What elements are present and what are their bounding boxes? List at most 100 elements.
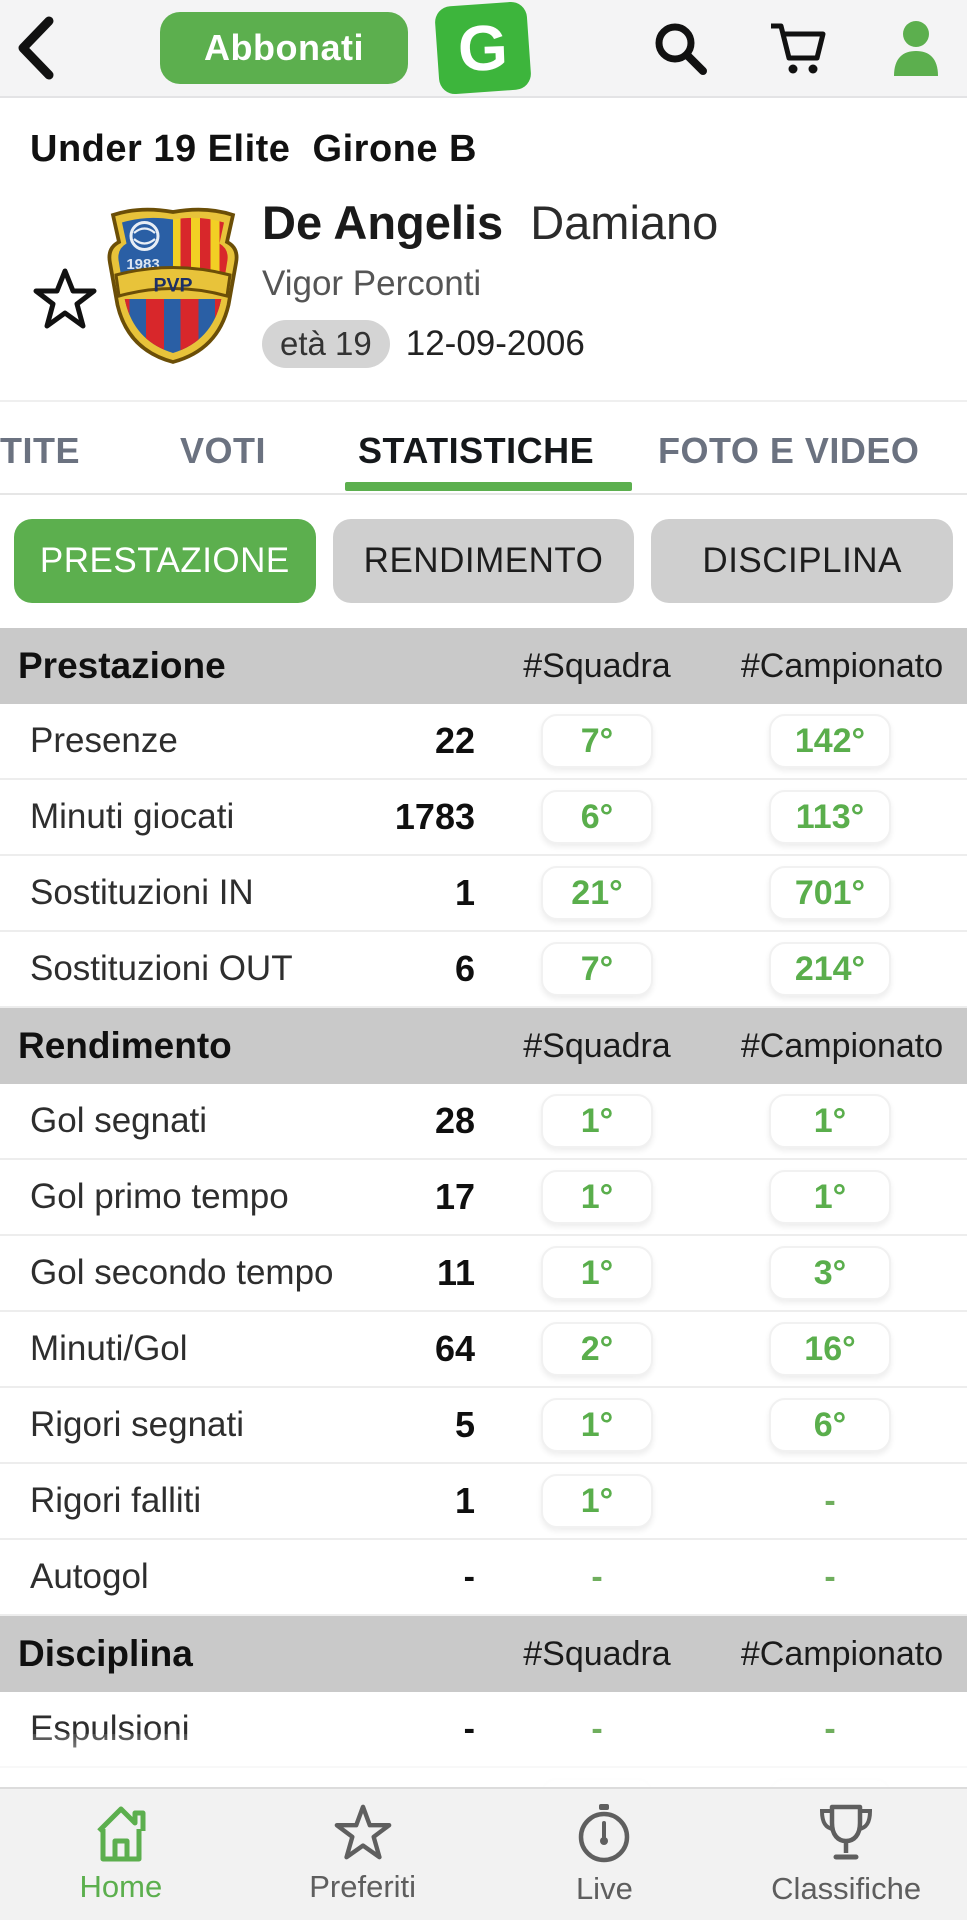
league-rank-pill: 142°	[769, 714, 891, 768]
column-header-campionato: #Campionato	[740, 1634, 944, 1673]
league-rank-cell: -	[769, 1692, 891, 1766]
segment-rendimento[interactable]: RENDIMENTO	[332, 519, 635, 603]
league-rank-cell: 214°	[769, 932, 891, 1006]
stat-row: Autogol - - -	[0, 1540, 967, 1616]
stat-label: Sostituzioni OUT	[30, 949, 293, 988]
league-rank-cell: 142°	[769, 704, 891, 778]
bottom-nav: Home Preferiti Live Classific	[0, 1787, 967, 1920]
column-header-squadra: #Squadra	[523, 646, 671, 685]
league-rank-cell: 6°	[769, 1388, 891, 1462]
crest-initials-text: PVP	[153, 275, 192, 297]
nav-preferiti[interactable]: Preferiti	[242, 1789, 484, 1920]
tab-partite[interactable]: TITE	[0, 430, 80, 471]
column-header-campionato: #Campionato	[740, 646, 944, 685]
stat-row: Minuti/Gol 64 2° 16°	[0, 1312, 967, 1388]
stat-value: 17	[434, 1176, 475, 1217]
team-rank-pill: 6°	[541, 790, 653, 844]
tab-voti[interactable]: VOTI	[180, 430, 267, 471]
favorite-star-icon[interactable]	[32, 267, 98, 331]
section-title: Disciplina	[18, 1633, 193, 1674]
team-rank-pill: 1°	[541, 1170, 653, 1224]
tab-divider	[0, 493, 967, 495]
stat-value: 11	[436, 1252, 475, 1293]
league-rank-cell: 113°	[769, 780, 891, 854]
league-rank-pill: 113°	[769, 790, 891, 844]
stat-value-dash: -	[463, 1709, 475, 1748]
live-stopwatch-icon	[579, 1804, 630, 1863]
league-rank-pill: 1°	[769, 1094, 891, 1148]
nav-classifiche-label: Classifiche	[771, 1871, 922, 1906]
player-last-name: De Angelis	[262, 196, 504, 249]
stat-value: 6	[454, 948, 475, 989]
section-header-prestazione: Prestazione #Squadra #Campionato	[0, 628, 967, 704]
stat-label: Minuti giocati	[30, 797, 235, 836]
stat-row: Gol segnati 28 1° 1°	[0, 1084, 967, 1160]
league-rank-pill: 6°	[769, 1398, 891, 1452]
home-icon	[97, 1806, 146, 1862]
team-rank-pill: 1°	[541, 1246, 653, 1300]
stat-label: Espulsioni	[30, 1709, 190, 1748]
stat-value: 64	[434, 1328, 475, 1369]
app-logo-letter: G	[456, 11, 510, 85]
team-rank-pill: 21°	[541, 866, 653, 920]
cart-icon[interactable]	[767, 18, 829, 78]
active-tab-underline	[345, 482, 632, 491]
stat-row: Presenze 22 7° 142°	[0, 704, 967, 780]
tab-foto-e-video[interactable]: FOTO E VIDEO	[658, 430, 920, 471]
team-rank-cell: -	[541, 1540, 653, 1614]
stat-label: Presenze	[30, 721, 178, 760]
team-rank-dash: -	[591, 1709, 603, 1748]
tab-statistiche[interactable]: STATISTICHE	[358, 430, 595, 471]
team-rank-cell: 7°	[541, 932, 653, 1006]
nav-classifiche[interactable]: Classifiche	[725, 1789, 967, 1920]
segment-prestazione[interactable]: PRESTAZIONE	[14, 519, 316, 603]
nav-home-label: Home	[79, 1869, 163, 1904]
back-chevron-icon	[18, 16, 54, 80]
stat-value-dash: -	[463, 1557, 475, 1596]
subscribe-button[interactable]: Abbonati	[160, 12, 408, 84]
stat-label: Minuti/Gol	[30, 1329, 188, 1368]
team-rank-pill: 1°	[541, 1474, 653, 1528]
league-rank-cell: 16°	[769, 1312, 891, 1386]
stat-value: 1	[454, 1480, 475, 1521]
league-rank-cell: 701°	[769, 856, 891, 930]
player-team: Vigor Perconti	[262, 264, 482, 303]
profile-icon[interactable]	[887, 18, 945, 78]
player-first-name: Damiano	[530, 196, 719, 249]
club-crest: 1983 PVP	[107, 207, 239, 364]
stats-table: Prestazione #Squadra #Campionato Presenze 22…	[0, 628, 967, 1842]
nav-preferiti-label: Preferiti	[309, 1869, 417, 1904]
league-rank-dash: -	[824, 1709, 836, 1748]
team-rank-pill: 1°	[541, 1094, 653, 1148]
stat-value: -	[330, 1692, 475, 1766]
app-logo[interactable]: G	[434, 0, 532, 96]
classifiche-trophy-icon	[820, 1804, 873, 1860]
league-rank-dash: -	[824, 1557, 836, 1596]
back-button[interactable]	[0, 0, 70, 96]
team-rank-dash: -	[591, 1557, 603, 1596]
player-header: 1983 PVP De Angelis Damiano Vigor Percon…	[0, 195, 967, 385]
league-rank-pill: 3°	[769, 1246, 891, 1300]
search-icon[interactable]	[651, 19, 709, 77]
stat-label: Gol secondo tempo	[30, 1253, 334, 1292]
section-title: Prestazione	[18, 645, 226, 686]
league-rank-dash: -	[824, 1481, 836, 1520]
nav-live[interactable]: Live	[484, 1789, 726, 1920]
league-rank-cell: 1°	[769, 1160, 891, 1234]
stat-label: Rigori segnati	[30, 1405, 244, 1444]
stat-row: Espulsioni - - -	[0, 1692, 967, 1768]
league-rank-cell: 1°	[769, 1084, 891, 1158]
league-rank-pill: 214°	[769, 942, 891, 996]
league-rank-cell: -	[769, 1464, 891, 1538]
stat-row: Rigori segnati 5 1° 6°	[0, 1388, 967, 1464]
team-rank-pill: 7°	[541, 942, 653, 996]
stat-row: Sostituzioni OUT 6 7° 214°	[0, 932, 967, 1008]
league-rank-pill: 701°	[769, 866, 891, 920]
tab-bar: TITE VOTI STATISTICHE FOTO E VIDEO	[0, 400, 967, 496]
team-rank-pill: 1°	[541, 1398, 653, 1452]
stat-value: 5	[454, 1404, 475, 1445]
stat-value: 1783	[394, 796, 475, 837]
nav-home[interactable]: Home	[0, 1789, 242, 1920]
segment-disciplina[interactable]: DISCIPLINA	[651, 519, 954, 603]
